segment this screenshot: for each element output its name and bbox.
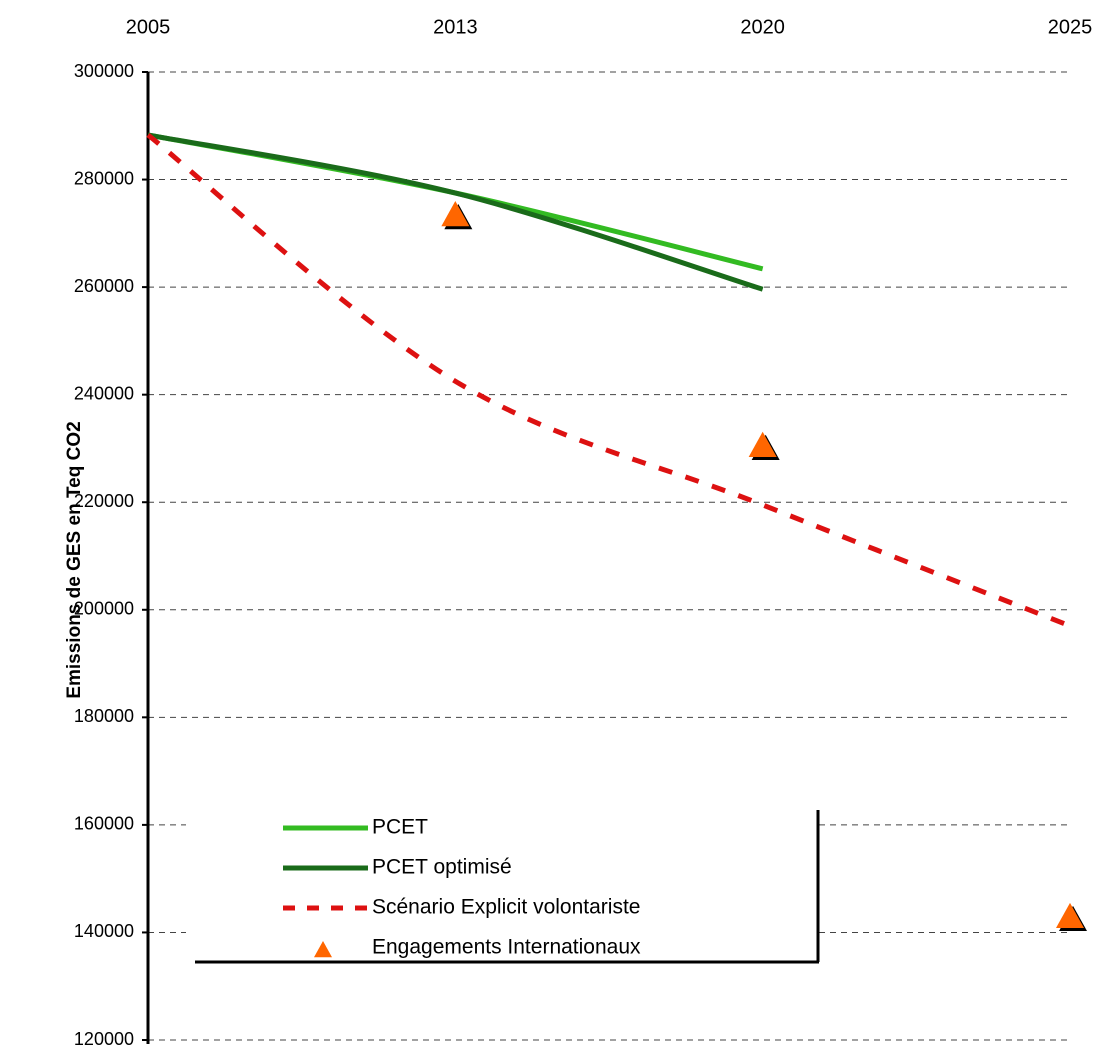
y-tick-label: 260000: [74, 276, 134, 296]
line: [147, 132, 764, 292]
x-tick-label: 2025: [1048, 16, 1093, 38]
legend-label: Scénario Explicit volontariste: [372, 896, 640, 919]
legend-label: PCET: [372, 816, 428, 839]
legend-label: Engagements Internationaux: [372, 936, 641, 959]
x-tick-label: 2020: [740, 16, 785, 38]
y-tick-label: 280000: [74, 168, 134, 188]
marker: [748, 431, 777, 457]
legend-marker: [314, 941, 332, 958]
y-tick-label: 200000: [74, 599, 134, 619]
legend-body: [186, 808, 818, 955]
y-tick-label: 160000: [74, 814, 134, 834]
y-tick-label: 220000: [74, 491, 134, 511]
y-axis-label: Emissions de GES en Teq CO2: [64, 421, 85, 698]
y-tick-label: 140000: [74, 921, 134, 941]
legend-label: PCET optimisé: [372, 856, 512, 879]
y-tick-label: 240000: [74, 383, 134, 403]
x-tick-label: 2013: [433, 16, 478, 38]
marker: [441, 201, 470, 227]
y-tick-label: 180000: [74, 706, 134, 726]
line: [146, 132, 1071, 629]
marker: [1056, 902, 1084, 929]
y-tick-label: 120000: [74, 1029, 134, 1046]
x-tick-label: 2005: [126, 16, 171, 38]
y-tick-label: 300000: [74, 61, 134, 81]
